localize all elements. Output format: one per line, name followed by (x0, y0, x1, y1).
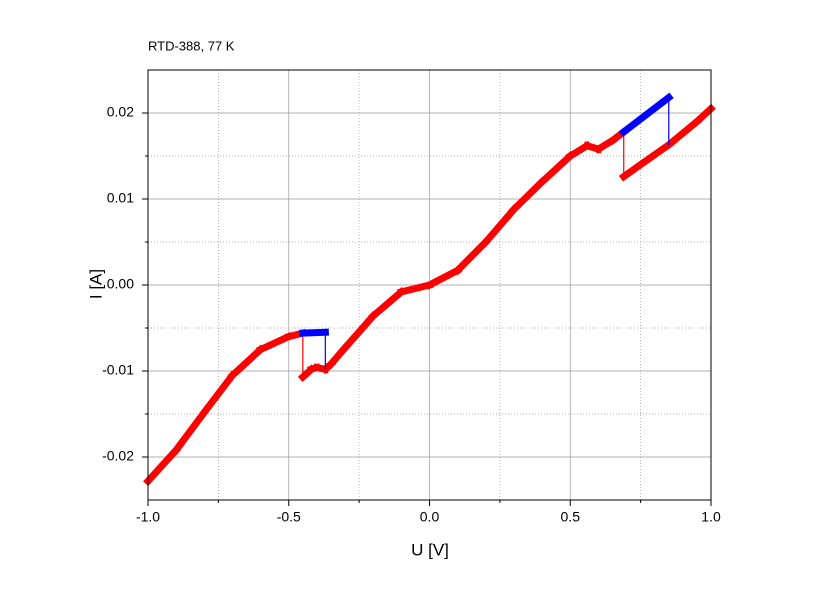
x-tick-label: -1.0 (136, 509, 160, 525)
plot-frame (147, 69, 712, 501)
y-tick-label: -0.02 (102, 448, 134, 464)
y-tick-label: 0.02 (107, 104, 134, 120)
chart-title: RTD-388, 77 K (148, 38, 235, 53)
x-tick-label: 1.0 (701, 509, 721, 525)
x-tick-label: -0.5 (277, 509, 301, 525)
x-tick-label: 0.0 (420, 509, 440, 525)
y-axis-label: I [A] (86, 269, 105, 299)
x-tick-label: 0.5 (561, 509, 581, 525)
y-tick-label: 0.00 (107, 276, 134, 292)
x-axis-label: U [V] (411, 540, 449, 559)
curve (299, 92, 674, 337)
y-tick-label: -0.01 (102, 362, 134, 378)
y-tick-label: 0.01 (107, 190, 134, 206)
curve (143, 103, 716, 487)
